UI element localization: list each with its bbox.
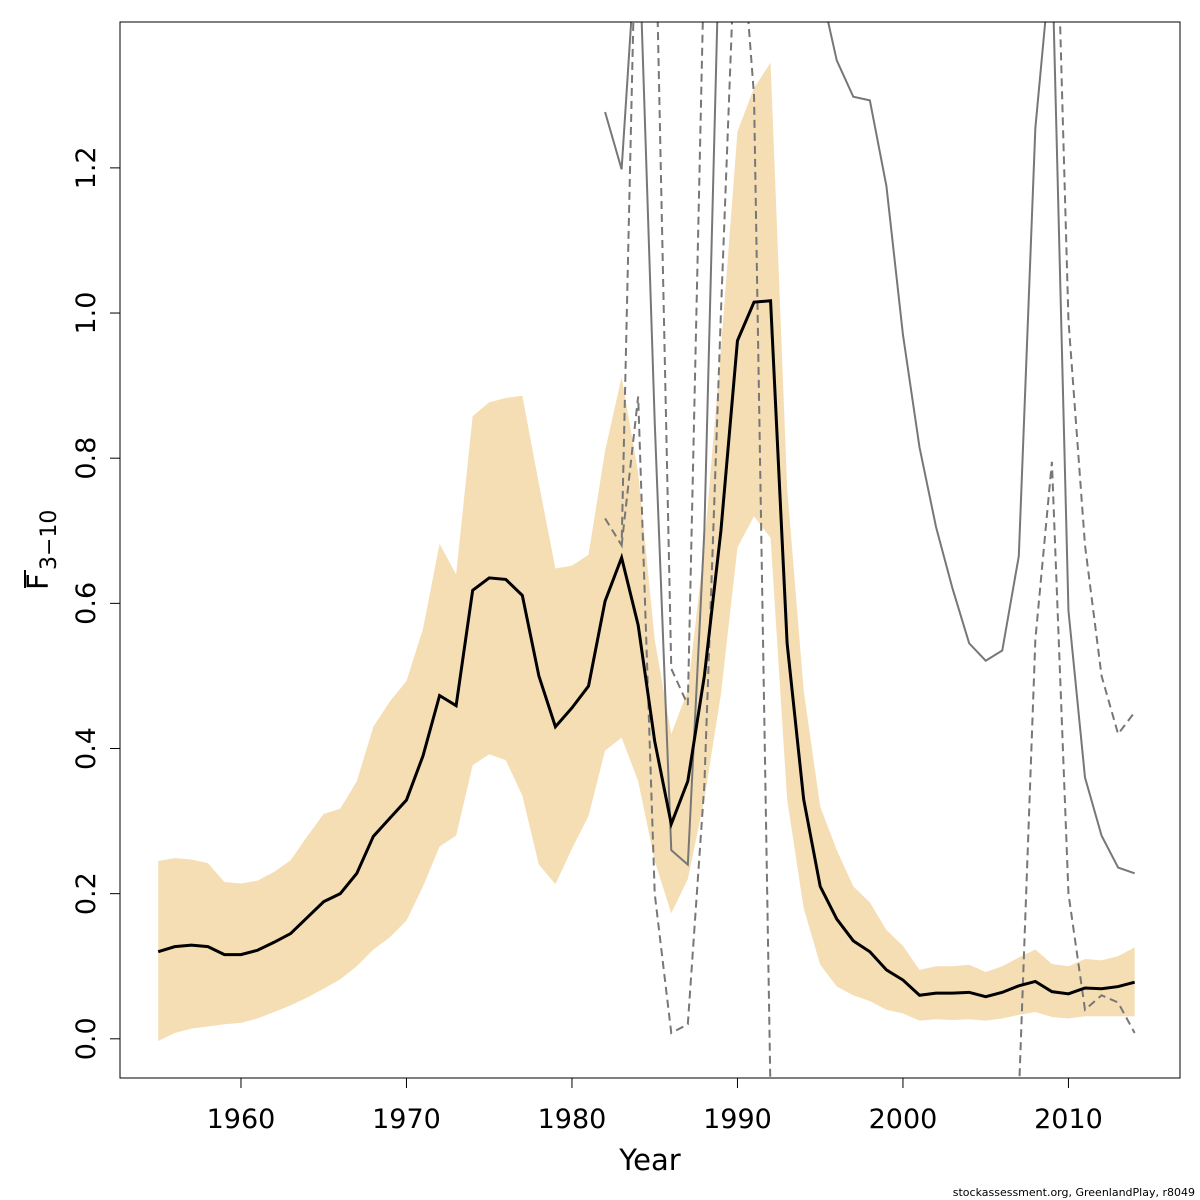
estimate-line: [157, 299, 1136, 999]
plot-frame: [119, 21, 1181, 1079]
gray-line: [620, 22, 1136, 1078]
footer: stockassessment.org, GreenlandPlay, r804…: [953, 1186, 1195, 1199]
gray-line: [604, 22, 1136, 737]
y-tick-label: 0.4: [71, 727, 102, 770]
y-tick-label: 1.0: [71, 292, 102, 335]
x-axis-label: Year: [618, 1143, 680, 1177]
confidence-band: [158, 62, 1135, 1041]
x-tick-label: 1990: [703, 1104, 772, 1135]
y-tick-label: 0.0: [71, 1017, 102, 1060]
y-tick-label: 0.6: [71, 582, 102, 625]
y-axis-label-sub: 3−10: [37, 510, 62, 570]
y-tick-label: 1.2: [71, 146, 102, 189]
x-tick-label: 1960: [207, 1104, 276, 1135]
x-tick-label: 2010: [1034, 1104, 1103, 1135]
y-tick-label: 0.8: [71, 437, 102, 480]
x-tick-label: 2000: [869, 1104, 938, 1135]
y-axis-label: F 3−10: [21, 510, 62, 590]
x-tick-label: 1970: [372, 1104, 441, 1135]
x-tick-label: 1980: [538, 1104, 607, 1135]
y-axis-label-main: F: [21, 573, 55, 590]
y-tick-label: 0.2: [71, 872, 102, 915]
plot-area: [157, 22, 1136, 1078]
